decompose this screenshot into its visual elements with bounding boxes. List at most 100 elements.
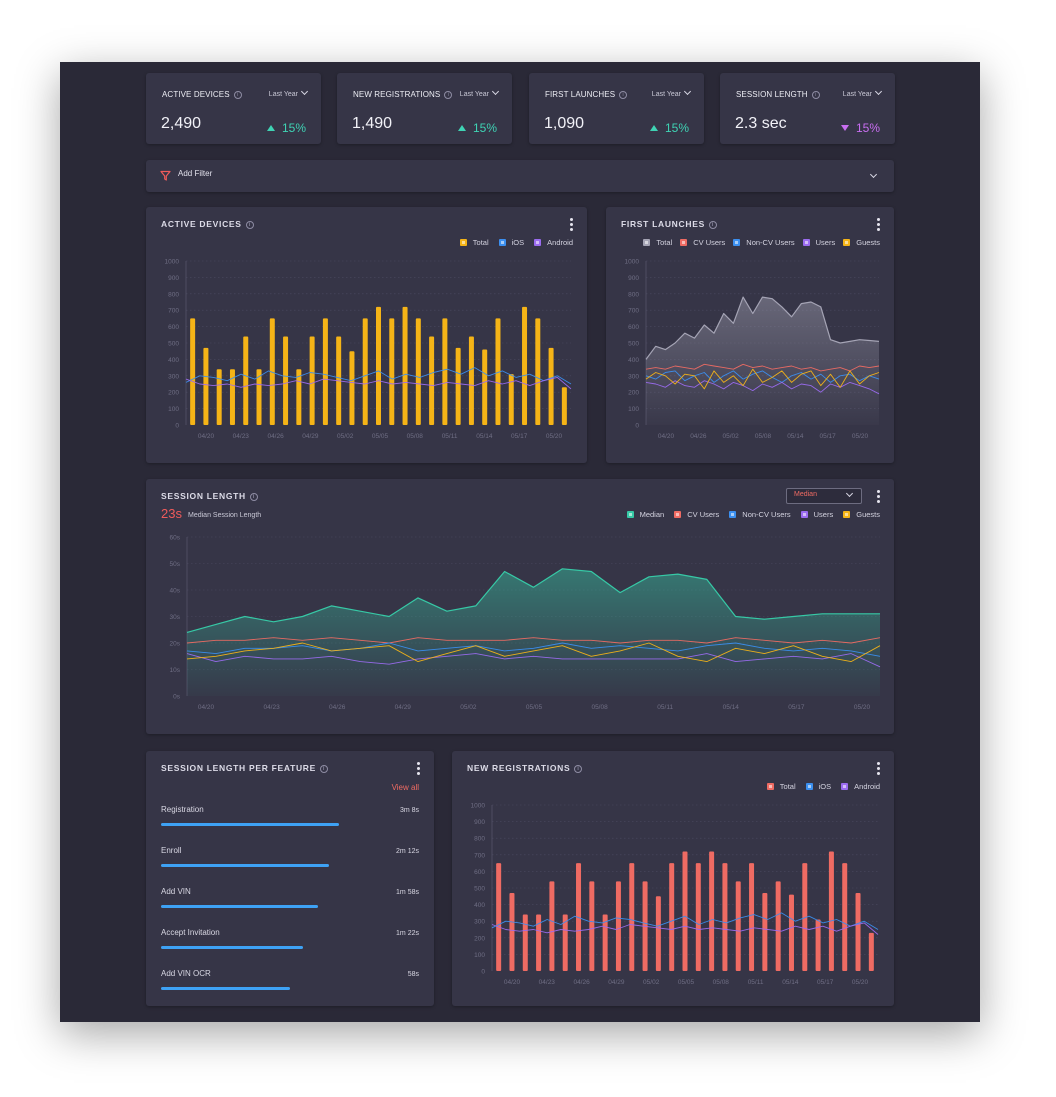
more-options-icon[interactable] [570, 218, 573, 233]
aggregation-dropdown[interactable]: Median [786, 488, 862, 504]
y-tick-label: 0 [635, 423, 639, 430]
feature-name: Add VIN [161, 887, 191, 896]
legend-swatch [841, 783, 849, 790]
legend-item[interactable]: Guests [843, 238, 880, 247]
bar-active-devices [508, 374, 514, 425]
chevron-down-icon[interactable] [869, 170, 878, 179]
filter-icon [160, 170, 171, 181]
more-options-icon[interactable] [417, 762, 420, 777]
kpi-card-new-registrations: NEW REGISTRATIONS i Last Year 1,490 15% [337, 73, 512, 144]
kpi-delta: 15% [457, 121, 497, 135]
legend-item[interactable]: Total [766, 782, 796, 791]
more-options-icon[interactable] [877, 762, 880, 777]
y-tick-label: 500 [628, 341, 639, 348]
period-dropdown[interactable]: Last Year [843, 87, 883, 98]
period-dropdown[interactable]: Last Year [652, 87, 692, 98]
legend-item[interactable]: Total [643, 238, 672, 247]
series-line-guests [645, 368, 880, 390]
period-dropdown[interactable]: Last Year [460, 87, 500, 98]
legend-item[interactable]: Guests [843, 510, 880, 519]
chart-legend: Total CV Users Non-CV Users Users Guests [643, 238, 880, 247]
series-line-median [186, 568, 880, 633]
bar-new-registrations [549, 881, 555, 971]
area-fill-total [646, 297, 879, 425]
feature-session-card: SESSION LENGTH PER FEATURE i View all Reg… [146, 751, 434, 1006]
legend-item[interactable]: Android [841, 782, 880, 791]
filter-bar[interactable]: Add Filter [146, 160, 894, 192]
legend-item[interactable]: iOS [805, 782, 831, 791]
legend-item[interactable]: Total [459, 238, 489, 247]
card-title: SESSION LENGTH i [161, 491, 258, 501]
info-icon[interactable]: i [811, 91, 820, 99]
info-icon[interactable]: i [233, 91, 242, 99]
legend-swatch [843, 511, 851, 518]
trend-up-icon [266, 125, 275, 131]
y-tick-label: 800 [168, 291, 179, 298]
legend-swatch [800, 511, 808, 518]
info-icon[interactable]: i [574, 765, 583, 773]
info-icon[interactable]: i [249, 493, 258, 501]
chevron-down-icon [874, 87, 883, 96]
legend-item[interactable]: Users [802, 238, 835, 247]
info-icon[interactable]: i [619, 91, 628, 99]
legend-item[interactable]: Android [534, 238, 573, 247]
new-registrations-chart: 0 100 200 300 400 500 600 700 800 900 1000 04/20 04/… [471, 803, 879, 986]
legend-item[interactable]: Non-CV Users [729, 510, 791, 519]
info-icon[interactable]: i [708, 221, 717, 229]
series-line-total [645, 296, 880, 360]
legend-item[interactable]: Median [626, 510, 664, 519]
x-tick-label: 04/26 [573, 979, 590, 986]
more-options-icon[interactable] [877, 218, 880, 233]
bar-active-devices [309, 336, 315, 425]
y-tick-label: 0s [173, 694, 181, 701]
legend-item[interactable]: CV Users [674, 510, 719, 519]
bar-new-registrations [669, 863, 675, 971]
x-tick-label: 04/23 [539, 979, 556, 986]
feature-bar [161, 823, 340, 826]
bar-active-devices [442, 318, 448, 425]
info-icon[interactable]: i [444, 91, 453, 99]
y-tick-label: 700 [168, 308, 179, 315]
y-tick-label: 40s [170, 588, 181, 595]
legend-swatch [680, 239, 688, 246]
period-dropdown[interactable]: Last Year [269, 87, 309, 98]
series-line-non-cv-users [645, 370, 880, 383]
bar-new-registrations [722, 863, 728, 971]
feature-row: Registration 3m 8s [161, 805, 419, 835]
bar-new-registrations [509, 892, 515, 971]
legend-item[interactable]: Non-CV Users [733, 238, 795, 247]
bar-new-registrations [496, 863, 502, 971]
legend-swatch [459, 239, 467, 246]
legend-item[interactable]: iOS [498, 238, 524, 247]
info-icon[interactable]: i [245, 221, 254, 229]
x-tick-label: 05/14 [723, 704, 740, 711]
series-line-ios [491, 912, 879, 930]
x-tick-label: 05/20 [852, 979, 869, 986]
legend-swatch [766, 783, 774, 790]
y-tick-label: 100 [474, 952, 485, 959]
legend-item[interactable]: Users [800, 510, 833, 519]
x-tick-label: 05/14 [782, 979, 799, 986]
bar-new-registrations [602, 914, 608, 971]
y-tick-label: 300 [628, 373, 639, 380]
legend-item[interactable]: CV Users [680, 238, 725, 247]
legend-swatch [674, 511, 682, 518]
y-tick-label: 700 [474, 852, 485, 859]
feature-bar [161, 987, 290, 990]
series-line-guests [186, 642, 881, 663]
x-tick-label: 04/20 [198, 433, 215, 440]
legend-swatch [733, 239, 741, 246]
view-all-link[interactable]: View all [391, 783, 419, 792]
kpi-title: FIRST LAUNCHES i [545, 90, 628, 99]
x-tick-label: 04/26 [329, 704, 346, 711]
x-tick-label: 05/05 [678, 979, 695, 986]
kpi-title: ACTIVE DEVICES i [162, 90, 242, 99]
bar-active-devices [190, 318, 196, 425]
info-icon[interactable]: i [320, 765, 329, 773]
feature-value: 2m 12s [396, 848, 419, 855]
feature-bar [161, 946, 303, 949]
bar-new-registrations [576, 863, 582, 971]
y-tick-label: 800 [628, 291, 639, 298]
x-tick-label: 04/29 [395, 704, 412, 711]
more-options-icon[interactable] [877, 490, 880, 505]
